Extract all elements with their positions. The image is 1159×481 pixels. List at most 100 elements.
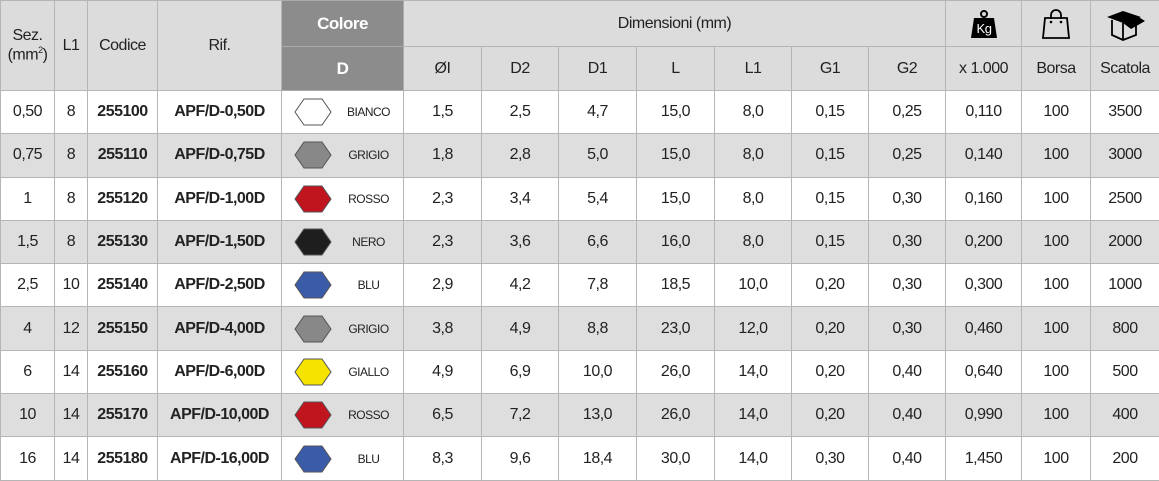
cell-l1: 10 xyxy=(55,264,88,307)
cell-sez: 6 xyxy=(1,350,55,393)
cell-scatola: 2500 xyxy=(1091,177,1159,220)
cell-codice: 255140 xyxy=(88,264,158,307)
cell-dim: 2,3 xyxy=(404,220,482,263)
cell-l1: 8 xyxy=(55,177,88,220)
cell-peso: 0,460 xyxy=(946,307,1022,350)
color-name: GRIGIO xyxy=(342,322,403,336)
cell-dim: 18,5 xyxy=(637,264,715,307)
cell-dim: 7,8 xyxy=(559,264,637,307)
cell-dim: 6,5 xyxy=(404,394,482,437)
header-borsa: Borsa xyxy=(1022,47,1091,91)
color-name: NERO xyxy=(342,235,403,249)
color-name: BLU xyxy=(342,278,403,292)
cell-peso: 0,300 xyxy=(946,264,1022,307)
cell-borsa: 100 xyxy=(1022,177,1091,220)
cell-colore: GIALLO xyxy=(282,350,404,393)
cell-scatola: 3000 xyxy=(1091,134,1159,177)
cell-dim: 0,40 xyxy=(869,394,946,437)
cell-rif: APF/D-1,00D xyxy=(158,177,282,220)
cell-dim: 8,0 xyxy=(715,134,792,177)
cell-scatola: 2000 xyxy=(1091,220,1159,263)
cell-borsa: 100 xyxy=(1022,394,1091,437)
cell-dim: 7,2 xyxy=(482,394,559,437)
svg-text:Kg: Kg xyxy=(976,21,991,36)
cell-scatola: 500 xyxy=(1091,350,1159,393)
cell-dim: 0,20 xyxy=(792,350,869,393)
cell-sez: 1,5 xyxy=(1,220,55,263)
cell-dim: 4,9 xyxy=(482,307,559,350)
cell-codice: 255130 xyxy=(88,220,158,263)
cell-dim: 0,30 xyxy=(869,264,946,307)
cell-dim: 15,0 xyxy=(637,134,715,177)
header-scatola: Scatola xyxy=(1091,47,1159,91)
cell-borsa: 100 xyxy=(1022,350,1091,393)
header-dimensioni: Dimensioni (mm) xyxy=(404,1,946,47)
cell-dim: 0,15 xyxy=(792,134,869,177)
cell-dim: 2,5 xyxy=(482,91,559,134)
hexagon-color-icon xyxy=(294,98,332,126)
cell-dim: 2,9 xyxy=(404,264,482,307)
hexagon-color-icon xyxy=(294,185,332,213)
bag-icon xyxy=(1022,1,1091,47)
cell-dim: 12,0 xyxy=(715,307,792,350)
cell-l1: 8 xyxy=(55,91,88,134)
cell-borsa: 100 xyxy=(1022,437,1091,480)
cell-peso: 0,200 xyxy=(946,220,1022,263)
header-dim: D2 xyxy=(482,47,559,91)
cell-rif: APF/D-6,00D xyxy=(158,350,282,393)
cell-dim: 14,0 xyxy=(715,394,792,437)
cell-rif: APF/D-4,00D xyxy=(158,307,282,350)
hexagon-color-icon xyxy=(294,315,332,343)
color-name: GIALLO xyxy=(342,365,403,379)
color-name: GRIGIO xyxy=(342,148,403,162)
cell-peso: 0,640 xyxy=(946,350,1022,393)
cell-l1: 14 xyxy=(55,394,88,437)
cell-dim: 8,0 xyxy=(715,220,792,263)
cell-scatola: 400 xyxy=(1091,394,1159,437)
cell-dim: 10,0 xyxy=(715,264,792,307)
cell-dim: 0,20 xyxy=(792,264,869,307)
cell-dim: 6,9 xyxy=(482,350,559,393)
cell-scatola: 3500 xyxy=(1091,91,1159,134)
cell-dim: 14,0 xyxy=(715,437,792,480)
cell-dim: 8,8 xyxy=(559,307,637,350)
cell-borsa: 100 xyxy=(1022,91,1091,134)
cell-dim: 0,15 xyxy=(792,91,869,134)
cell-dim: 16,0 xyxy=(637,220,715,263)
header-colore: Colore xyxy=(282,1,404,47)
cell-borsa: 100 xyxy=(1022,134,1091,177)
cell-rif: APF/D-2,50D xyxy=(158,264,282,307)
header-dim: ØI xyxy=(404,47,482,91)
cell-dim: 4,9 xyxy=(404,350,482,393)
cell-sez: 1 xyxy=(1,177,55,220)
header-dim: L1 xyxy=(715,47,792,91)
cell-codice: 255150 xyxy=(88,307,158,350)
cell-dim: 0,20 xyxy=(792,307,869,350)
cell-dim: 0,40 xyxy=(869,437,946,480)
cell-colore: BLU xyxy=(282,264,404,307)
cell-dim: 0,30 xyxy=(792,437,869,480)
color-name: BIANCO xyxy=(342,105,403,119)
cell-codice: 255110 xyxy=(88,134,158,177)
cell-dim: 0,30 xyxy=(869,220,946,263)
cell-colore: ROSSO xyxy=(282,177,404,220)
cell-l1: 12 xyxy=(55,307,88,350)
cell-colore: ROSSO xyxy=(282,394,404,437)
cell-peso: 0,140 xyxy=(946,134,1022,177)
cell-colore: GRIGIO xyxy=(282,134,404,177)
cell-dim: 8,0 xyxy=(715,91,792,134)
hexagon-color-icon xyxy=(294,141,332,169)
header-dim: L xyxy=(637,47,715,91)
cell-codice: 255160 xyxy=(88,350,158,393)
header-rif: Rif. xyxy=(158,1,282,91)
cell-dim: 14,0 xyxy=(715,350,792,393)
cell-peso: 0,160 xyxy=(946,177,1022,220)
color-name: ROSSO xyxy=(342,192,403,206)
cell-sez: 0,50 xyxy=(1,91,55,134)
